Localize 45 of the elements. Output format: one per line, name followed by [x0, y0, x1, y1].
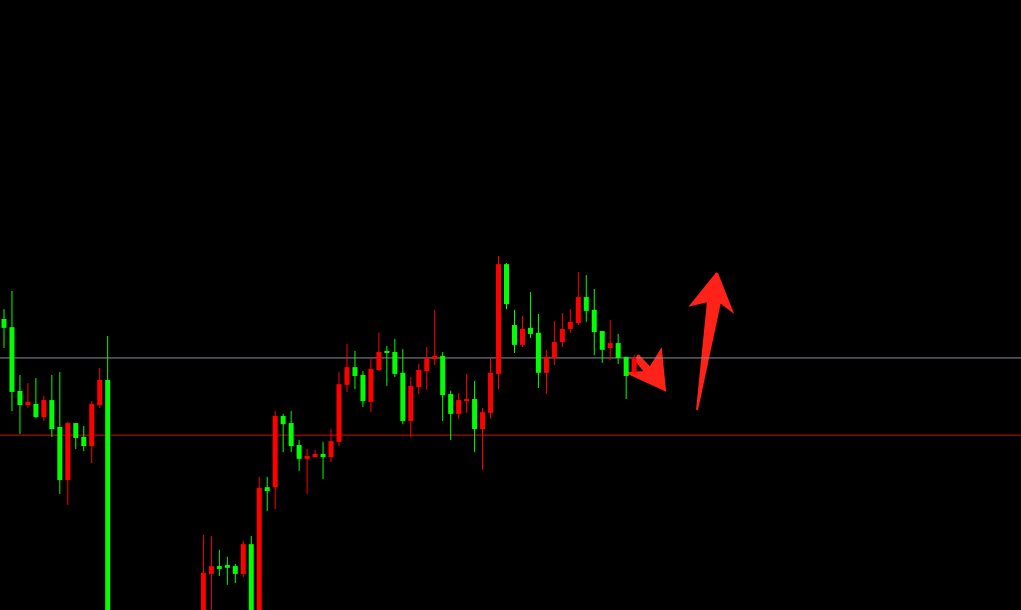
candlestick: [232, 563, 238, 584]
candlestick: [81, 425, 87, 452]
candlestick: [312, 449, 318, 458]
candlestick: [73, 422, 79, 450]
candlestick: [511, 309, 517, 354]
candlestick: [224, 556, 230, 586]
candlestick: [615, 333, 621, 365]
candlestick: [416, 363, 422, 395]
candlestick: [543, 349, 549, 395]
candlestick: [280, 413, 286, 453]
candlestick: [41, 395, 47, 422]
candlestick: [344, 343, 350, 393]
candlestick: [448, 390, 454, 441]
candlestick: [264, 476, 270, 512]
candlestick: [288, 410, 294, 453]
candlestick: [456, 392, 462, 420]
candlestick: [464, 373, 470, 414]
candlestick: [17, 374, 23, 435]
candlestick: [216, 549, 222, 577]
candlestick: [424, 346, 430, 391]
candlestick: [320, 441, 326, 480]
candlestick: [623, 356, 629, 400]
candlestick: [392, 338, 398, 378]
candlestick: [384, 345, 390, 387]
candlestick: [583, 274, 589, 323]
candlestick: [296, 439, 302, 472]
candlestick: [432, 309, 438, 366]
candlestick: [25, 382, 31, 409]
candlestick: [480, 407, 486, 471]
candlestick: [352, 350, 358, 390]
candlestick: [328, 428, 334, 463]
candlestick: [551, 320, 557, 366]
candlestick: [567, 308, 573, 334]
candlestick: [208, 535, 214, 610]
candlestick: [631, 354, 637, 376]
candlestick: [599, 330, 605, 364]
candlestick: [591, 288, 597, 356]
candlestick: [519, 315, 525, 348]
candlestick: [607, 319, 613, 361]
candlestick: [376, 332, 382, 372]
candlestick: [559, 312, 565, 348]
candlestick: [527, 291, 533, 339]
candlestick: [33, 377, 39, 419]
candlestick: [304, 448, 310, 495]
candlestick: [1, 308, 7, 349]
